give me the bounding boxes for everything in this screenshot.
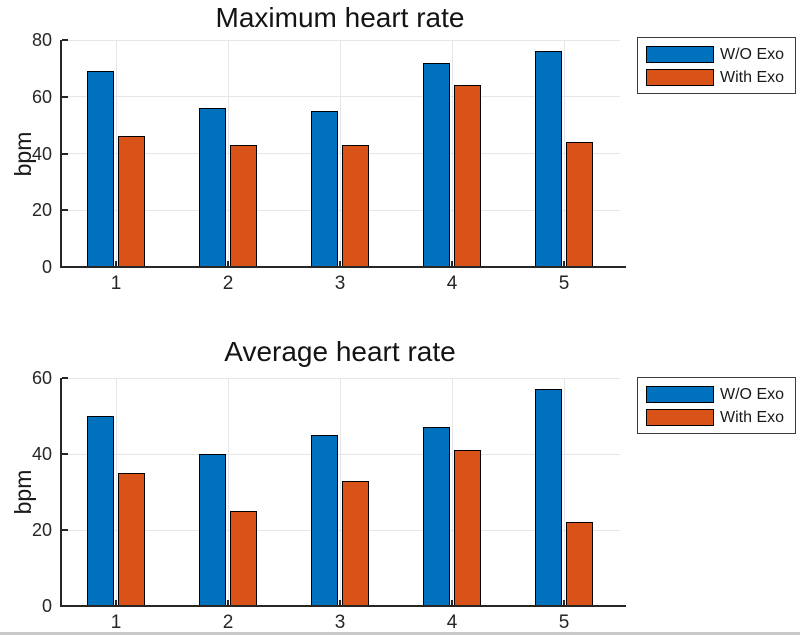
plot-area: 0 20 40 60 1 2 3 4 5 [32, 368, 626, 633]
bar-with-exo [566, 522, 593, 606]
x-axis-line [60, 266, 626, 268]
legend-swatch-with-exo-icon [646, 69, 714, 86]
bar-wo-exo [87, 71, 114, 267]
legend: W/O Exo With Exo [637, 37, 796, 94]
x-tick-mark [115, 261, 117, 267]
bar-with-exo [230, 145, 257, 267]
gridline [227, 378, 229, 606]
bar-wo-exo [199, 108, 226, 267]
x-tick-mark [451, 261, 453, 267]
gridline [115, 378, 117, 606]
gridline [451, 40, 453, 267]
bar-wo-exo [423, 427, 450, 606]
gridline [339, 378, 341, 606]
y-tick-mark [62, 152, 68, 155]
bar-with-exo [454, 85, 481, 267]
x-tick-mark [227, 600, 229, 606]
gridline [563, 378, 565, 606]
legend-item: With Exo [646, 69, 795, 86]
y-tick-label: 80 [31, 30, 52, 50]
legend-label: With Exo [720, 68, 785, 86]
bar-wo-exo [311, 435, 338, 606]
bar-with-exo [342, 145, 369, 267]
bar-with-exo [118, 136, 145, 267]
x-tick-label: 1 [110, 273, 122, 294]
y-tick-label: 0 [41, 257, 52, 277]
x-tick-label: 2 [222, 273, 234, 294]
chart-title: Maximum heart rate [215, 2, 465, 33]
x-tick-label: 5 [558, 612, 570, 633]
legend-item: W/O Exo [646, 386, 795, 403]
legend-swatch-with-exo-icon [646, 409, 714, 426]
y-tick-label: 60 [31, 86, 52, 107]
x-tick-label: 2 [222, 612, 234, 633]
y-tick-mark [62, 209, 68, 212]
y-tick-mark [62, 377, 68, 379]
legend-item: W/O Exo [646, 46, 795, 63]
gridline [451, 378, 453, 606]
gridline [339, 40, 341, 267]
legend-label: W/O Exo [720, 385, 785, 403]
legend-label: W/O Exo [720, 45, 785, 63]
y-tick-label: 60 [31, 368, 52, 388]
bar-wo-exo [535, 51, 562, 267]
x-tick-label: 1 [110, 612, 122, 633]
legend-swatch-wo-exo-icon [646, 386, 714, 403]
x-tick-mark [563, 261, 565, 267]
y-tick-label: 20 [31, 200, 52, 221]
legend-swatch-wo-exo-icon [646, 46, 714, 63]
y-tick-label: 0 [41, 596, 52, 616]
y-tick-label: 40 [31, 143, 52, 164]
bar-with-exo [566, 142, 593, 267]
y-tick-label: 40 [31, 444, 52, 464]
bar-with-exo [118, 473, 145, 606]
y-tick-mark [62, 453, 68, 455]
x-tick-label: 4 [446, 612, 458, 633]
y-tick-label: 20 [31, 520, 52, 540]
x-tick-mark [115, 600, 117, 606]
y-axis-line [60, 378, 62, 606]
x-axis-line [60, 605, 626, 607]
x-tick-mark [339, 600, 341, 606]
x-tick-label: 3 [334, 273, 346, 294]
y-tick-mark [62, 529, 68, 531]
avg-heart-rate-chart: Average heart rate bpm 0 20 40 60 1 2 3 4 5 W/O … [0, 318, 800, 635]
x-tick-label: 5 [558, 273, 570, 294]
max-heart-rate-chart: Maximum heart rate bpm 0 20 40 60 80 1 2 3 4 5 W/… [10, 2, 796, 294]
gridline [115, 40, 117, 267]
x-tick-mark [227, 261, 229, 267]
bar-with-exo [454, 450, 481, 606]
x-tick-mark [451, 600, 453, 606]
chart-title: Average heart rate [224, 336, 456, 367]
gridline [563, 40, 565, 267]
bar-wo-exo [423, 62, 450, 267]
bar-wo-exo [87, 416, 114, 606]
plot-area: 0 20 40 60 80 1 2 3 4 5 [32, 30, 626, 294]
window-bottom-edge [0, 632, 800, 635]
x-tick-label: 3 [334, 612, 346, 633]
y-axis-line [60, 40, 62, 267]
bar-wo-exo [535, 389, 562, 606]
x-tick-label: 4 [446, 273, 458, 294]
gridline [227, 40, 229, 267]
y-tick-mark [62, 95, 68, 98]
x-tick-mark [339, 261, 341, 267]
bar-with-exo [342, 480, 369, 606]
legend-item: With Exo [646, 409, 795, 426]
legend-label: With Exo [720, 408, 785, 426]
legend: W/O Exo With Exo [637, 377, 796, 434]
x-tick-mark [563, 600, 565, 606]
bar-wo-exo [199, 454, 226, 606]
bar-wo-exo [311, 110, 338, 267]
y-tick-mark [62, 39, 68, 41]
y-axis-label: bpm [10, 469, 36, 515]
bar-with-exo [230, 511, 257, 606]
